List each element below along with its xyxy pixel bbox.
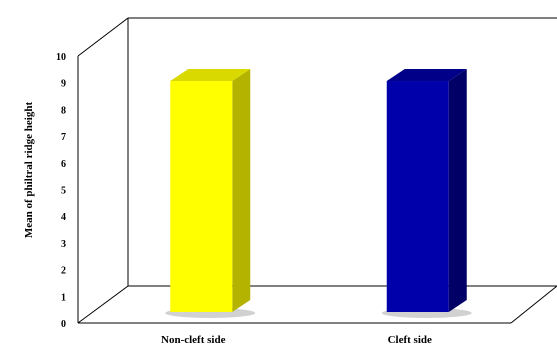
- y-tick-label: 9: [61, 79, 66, 90]
- bar-top: [170, 69, 251, 82]
- bar-front: [170, 81, 233, 313]
- bar-front: [386, 81, 449, 313]
- floor-left-edge: [77, 285, 129, 324]
- y-axis-title: Mean of philtral ridge height: [23, 102, 35, 239]
- y-tick-label: 10: [56, 52, 66, 63]
- y-tick-label: 7: [61, 132, 66, 143]
- y-tick-label: 6: [61, 159, 66, 170]
- left-wall-top-edge: [77, 17, 129, 57]
- category-labels: Non-cleft side Cleft side: [161, 334, 432, 346]
- x-category-label: Cleft side: [388, 334, 432, 346]
- floor-right-edge: [510, 285, 557, 324]
- y-tick-label: 5: [61, 186, 66, 197]
- bars: [165, 69, 472, 318]
- bar-cleft-side: [381, 69, 472, 318]
- y-tick-label: 8: [61, 105, 66, 116]
- bar-top: [386, 69, 467, 82]
- y-tick-label: 4: [61, 212, 66, 223]
- x-category-label: Non-cleft side: [161, 334, 226, 346]
- y-tick-label: 0: [61, 319, 66, 330]
- bar-side: [232, 69, 251, 313]
- chart-frame: [77, 17, 557, 324]
- y-axis-ticks: 0 1 2 3 4 5 6 7 8 9 10: [56, 52, 66, 330]
- bar-non-cleft-side: [165, 69, 256, 318]
- y-tick-label: 3: [61, 239, 66, 250]
- bar-side: [448, 69, 467, 313]
- y-tick-label: 2: [61, 266, 66, 277]
- y-tick-label: 1: [61, 292, 66, 303]
